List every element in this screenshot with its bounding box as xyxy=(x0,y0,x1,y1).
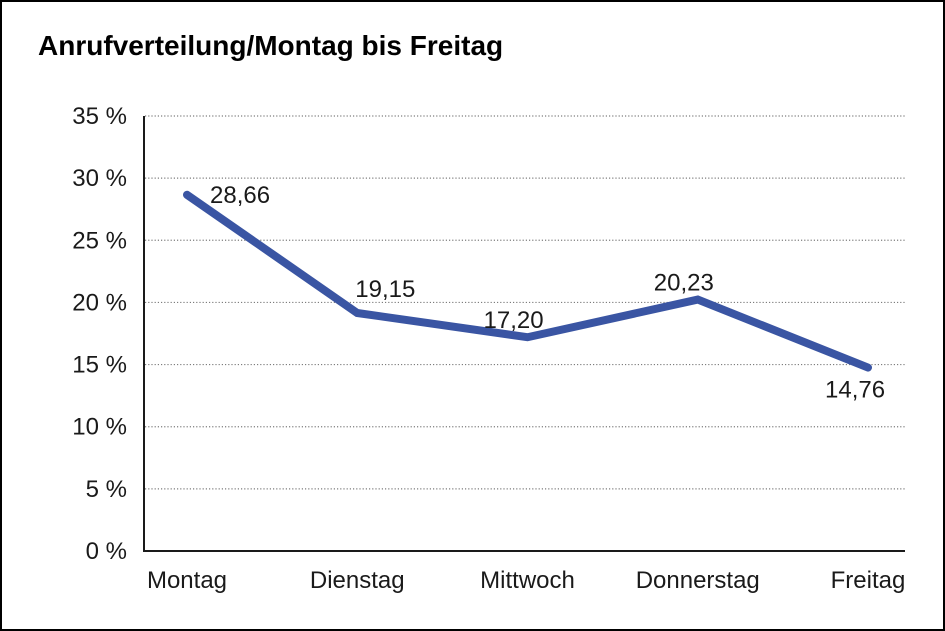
x-axis-label: Montag xyxy=(147,567,227,594)
y-tick-label: 25 % xyxy=(72,227,127,254)
x-axis-label: Mittwoch xyxy=(480,567,575,594)
data-point-label: 28,66 xyxy=(210,182,270,209)
chart-title: Anrufverteilung/Montag bis Freitag xyxy=(38,30,504,61)
x-axis-label: Dienstag xyxy=(310,567,405,594)
y-tick-label: 10 % xyxy=(72,414,127,441)
data-point-label: 17,20 xyxy=(484,307,544,334)
y-tick-label: 5 % xyxy=(86,476,127,503)
y-tick-label: 30 % xyxy=(72,165,127,192)
data-point-label: 20,23 xyxy=(654,270,714,297)
x-axis-label: Donnerstag xyxy=(636,567,760,594)
y-tick-label: 35 % xyxy=(72,103,127,130)
data-point-label: 19,15 xyxy=(355,276,415,303)
y-tick-label: 0 % xyxy=(86,538,127,565)
x-axis-label: Freitag xyxy=(831,567,906,594)
data-line xyxy=(183,190,872,372)
y-tick-label: 15 % xyxy=(72,352,127,379)
y-tick-label: 20 % xyxy=(72,289,127,316)
data-point-label: 14,76 xyxy=(825,377,885,404)
